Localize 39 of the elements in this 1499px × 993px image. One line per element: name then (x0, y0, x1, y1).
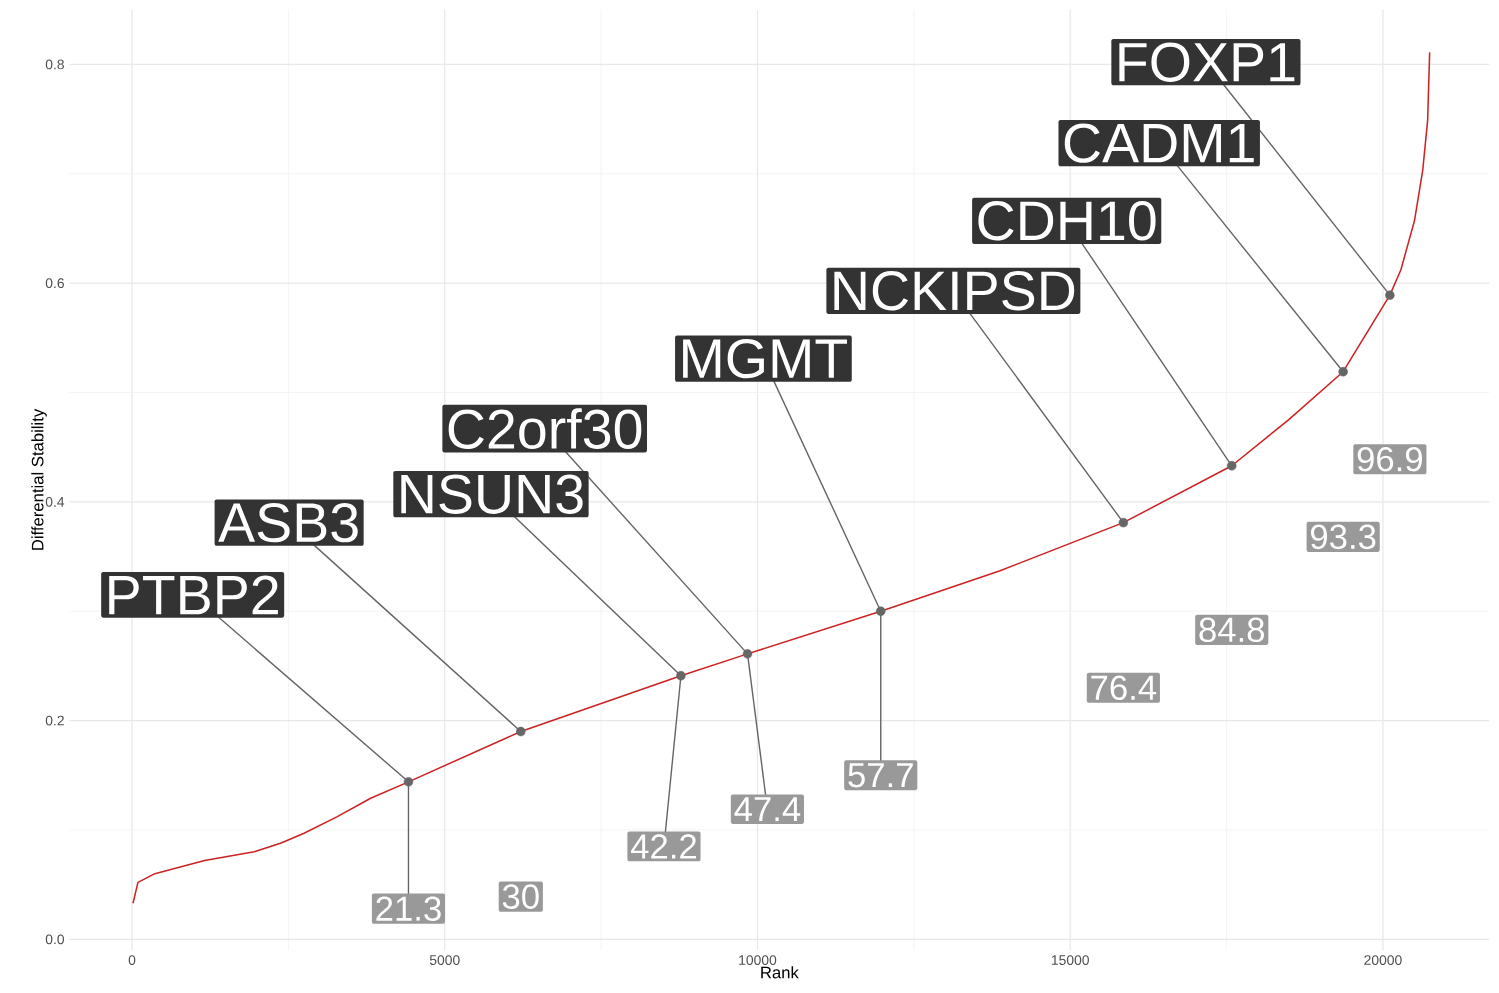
annotation: NSUN3 (401, 474, 583, 514)
point (1227, 460, 1237, 471)
point (676, 670, 686, 681)
y-tick-label: 0.4 (45, 496, 65, 507)
point (516, 726, 526, 737)
point (1385, 290, 1395, 300)
annotation: 57.7 (848, 762, 913, 788)
x-tick-label: 5000 (429, 955, 460, 965)
y-tick-label: 0.8 (45, 59, 64, 70)
y-tick-label: 0.2 (45, 715, 64, 726)
annotation: CADM1 (1064, 123, 1254, 163)
annotation: 30 (502, 884, 539, 909)
x-tick-label: 15000 (1051, 955, 1089, 965)
annotation: 93.3 (1310, 524, 1376, 549)
point (1118, 517, 1129, 528)
annotation: 21.3 (376, 896, 441, 921)
y-axis-title: Differential Stability (31, 408, 47, 550)
annotation: 76.4 (1091, 675, 1157, 700)
point (1338, 366, 1348, 377)
annotation: MGMT (683, 338, 848, 379)
annotation: 42.2 (630, 834, 696, 859)
annotation: 96.9 (1357, 446, 1423, 472)
point (742, 648, 753, 659)
annotation: NCKIPSD (834, 270, 1075, 311)
annotation: ASB3 (218, 502, 358, 543)
point (876, 606, 886, 616)
annotation: C2orf30 (448, 408, 642, 449)
annotation: CDH10 (978, 200, 1156, 241)
annotation: 47.4 (734, 797, 801, 821)
x-tick-label: 20000 (1364, 955, 1402, 965)
annotation: FOXP1 (1119, 42, 1295, 82)
y-tick-label: 0.0 (45, 934, 65, 945)
point (403, 776, 414, 787)
x-tick-label: 0 (128, 955, 136, 965)
annotation: PTBP2 (109, 575, 278, 615)
x-tick-label: 10000 (739, 955, 777, 965)
annotation: 84.8 (1199, 617, 1265, 642)
y-tick-label: 0.6 (45, 278, 64, 288)
x-axis-title: Rank (761, 966, 799, 979)
